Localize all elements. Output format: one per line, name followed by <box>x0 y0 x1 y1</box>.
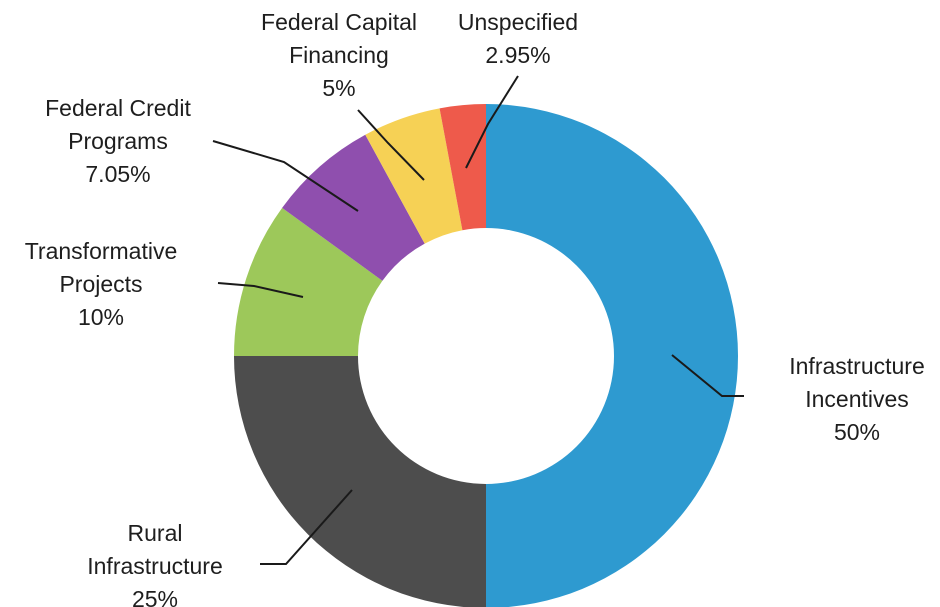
slice-value-label: 2.95% <box>485 42 550 68</box>
slice-label-federal-capital-financing: Federal Capital Financing 5% <box>261 9 417 101</box>
leader-line-federal-credit-programs <box>212 140 359 212</box>
slice-name-label: Programs <box>68 128 168 154</box>
slice-value-label: 25% <box>132 586 178 607</box>
slice-label-infrastructure-incentives: Infrastructure Incentives 50% <box>789 353 925 445</box>
slice-value-label: 10% <box>78 304 124 330</box>
leader-line-rural-infrastructure <box>260 489 353 565</box>
slice-label-rural-infrastructure: Rural Infrastructure 25% <box>87 520 223 607</box>
slice-label-unspecified: Unspecified 2.95% <box>458 9 578 68</box>
slice-name-label: Financing <box>289 42 389 68</box>
slice-name-label: Projects <box>59 271 142 297</box>
leader-line-infrastructure-incentives <box>671 354 744 397</box>
leader-line-federal-capital-financing <box>357 109 425 181</box>
slice-name-label: Federal Credit <box>45 95 191 121</box>
slice-labels: Infrastructure Incentives 50% Rural Infrastr… <box>25 9 925 607</box>
slice-rural-infrastructure <box>234 356 486 607</box>
slice-name-label: Unspecified <box>458 9 578 35</box>
slice-name-label: Transformative <box>25 238 178 264</box>
leader-line-unspecified <box>465 75 519 169</box>
slice-label-federal-credit-programs: Federal Credit Programs 7.05% <box>45 95 191 187</box>
slice-value-label: 7.05% <box>85 161 150 187</box>
slice-name-label: Federal Capital <box>261 9 417 35</box>
slice-value-label: 5% <box>322 75 355 101</box>
slice-infrastructure-incentives <box>486 104 738 607</box>
slice-unspecified <box>439 104 486 231</box>
slice-name-label: Rural <box>128 520 183 546</box>
donut-slices <box>234 104 738 607</box>
slice-federal-capital-financing <box>365 108 463 244</box>
slice-name-label: Infrastructure <box>789 353 925 379</box>
slice-transformative-projects <box>234 207 383 356</box>
leader-lines <box>212 75 744 565</box>
slice-value-label: 50% <box>834 419 880 445</box>
slice-name-label: Infrastructure <box>87 553 223 579</box>
leader-line-transformative-projects <box>217 282 304 298</box>
slice-label-transformative-projects: Transformative Projects 10% <box>25 238 178 330</box>
slice-name-label: Incentives <box>805 386 909 412</box>
